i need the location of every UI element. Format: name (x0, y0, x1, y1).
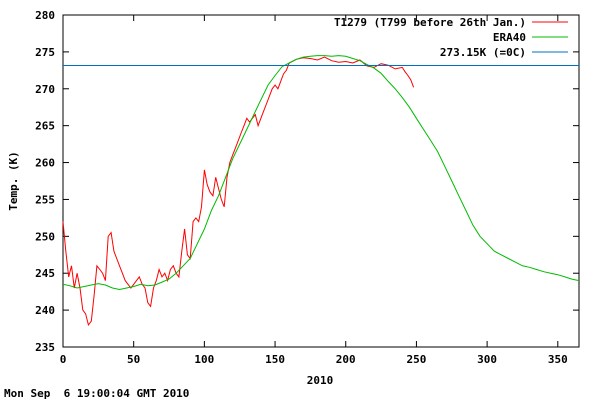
y-tick-label: 245 (35, 267, 55, 280)
x-tick-label: 100 (194, 353, 214, 366)
y-axis-label: Temp. (K) (7, 151, 20, 211)
y-tick-label: 270 (35, 83, 55, 96)
x-tick-label: 200 (336, 353, 356, 366)
legend: T1279 (T799 before 26th Jan.) ERA40 273.15… (334, 16, 568, 59)
legend-label: 273.15K (=0C) (440, 46, 526, 59)
series-line-1 (62, 55, 580, 291)
x-tick-label: 300 (477, 353, 497, 366)
y-tick-label: 280 (35, 9, 55, 22)
series-group (62, 55, 580, 327)
y-tick-label: 250 (35, 230, 55, 243)
legend-label: ERA40 (493, 31, 526, 44)
y-tick-label: 275 (35, 46, 55, 59)
y-tick-label: 235 (35, 341, 55, 354)
axis-ticks: 0 50 100 150 200 250 300 350 235 240 245 250 255 260 2… (35, 9, 579, 366)
x-axis-label: 2010 (307, 374, 334, 387)
plot-frame (62, 14, 580, 348)
x-tick-label: 0 (60, 353, 67, 366)
x-tick-label: 350 (548, 353, 568, 366)
y-tick-label: 255 (35, 193, 55, 206)
y-tick-label: 240 (35, 304, 55, 317)
plot-area (62, 14, 580, 348)
x-tick-label: 250 (406, 353, 426, 366)
legend-label: T1279 (T799 before 26th Jan.) (334, 16, 526, 29)
y-tick-label: 265 (35, 120, 55, 133)
x-tick-label: 50 (127, 353, 140, 366)
footer-timestamp: Mon Sep 6 19:00:04 GMT 2010 (4, 387, 189, 400)
series-line-0 (62, 56, 415, 327)
y-tick-label: 260 (35, 157, 55, 170)
x-tick-label: 150 (265, 353, 285, 366)
